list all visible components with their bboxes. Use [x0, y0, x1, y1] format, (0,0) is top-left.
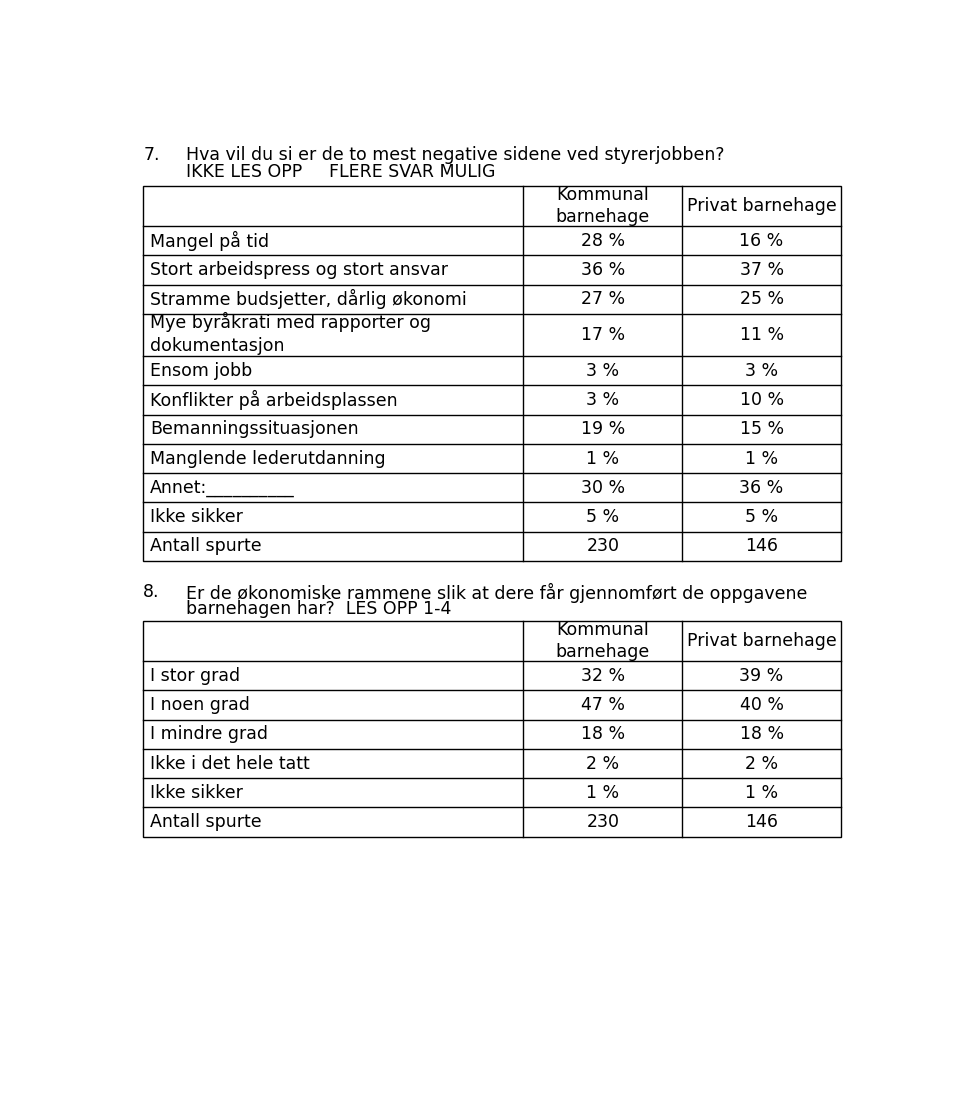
- Text: I noen grad: I noen grad: [150, 696, 251, 715]
- Text: Bemanningssituasjonen: Bemanningssituasjonen: [150, 421, 359, 438]
- Text: Stort arbeidspress og stort ansvar: Stort arbeidspress og stort ansvar: [150, 261, 448, 279]
- Text: 36 %: 36 %: [581, 261, 625, 279]
- Text: 18 %: 18 %: [581, 726, 625, 743]
- Bar: [143, 186, 841, 562]
- Text: 1 %: 1 %: [587, 449, 619, 468]
- Text: 230: 230: [587, 813, 619, 831]
- Text: 5 %: 5 %: [745, 509, 779, 526]
- Text: 1 %: 1 %: [745, 449, 779, 468]
- Text: 47 %: 47 %: [581, 696, 625, 715]
- Text: 3 %: 3 %: [587, 391, 619, 410]
- Text: 2 %: 2 %: [587, 754, 619, 773]
- Text: 40 %: 40 %: [739, 696, 783, 715]
- Text: Antall spurte: Antall spurte: [150, 537, 262, 555]
- Text: 5 %: 5 %: [587, 509, 619, 526]
- Text: 16 %: 16 %: [739, 231, 783, 250]
- Text: Ikke i det hele tatt: Ikke i det hele tatt: [150, 754, 310, 773]
- Text: 230: 230: [587, 537, 619, 555]
- Text: 146: 146: [745, 813, 779, 831]
- Text: I mindre grad: I mindre grad: [150, 726, 268, 743]
- Text: Hva vil du si er de to mest negative sidene ved styrerjobben?: Hva vil du si er de to mest negative sid…: [186, 146, 725, 164]
- Text: 25 %: 25 %: [739, 291, 783, 308]
- Text: 10 %: 10 %: [739, 391, 783, 410]
- Text: Annet:__________: Annet:__________: [150, 479, 295, 497]
- Text: 37 %: 37 %: [739, 261, 783, 279]
- Text: 8.: 8.: [143, 582, 159, 600]
- Text: Er de økonomiske rammene slik at dere får gjennomført de oppgavene: Er de økonomiske rammene slik at dere få…: [186, 582, 807, 602]
- Text: 1 %: 1 %: [745, 784, 779, 802]
- Text: 18 %: 18 %: [739, 726, 783, 743]
- Text: 36 %: 36 %: [739, 479, 783, 497]
- Text: Mangel på tid: Mangel på tid: [150, 230, 270, 251]
- Text: 7.: 7.: [143, 146, 159, 164]
- Text: Kommunal
barnehage: Kommunal barnehage: [556, 186, 650, 226]
- Text: barnehagen har?  LES OPP 1-4: barnehagen har? LES OPP 1-4: [186, 600, 451, 618]
- Text: Ensom jobb: Ensom jobb: [150, 362, 252, 380]
- Text: 15 %: 15 %: [739, 421, 783, 438]
- Text: Manglende lederutdanning: Manglende lederutdanning: [150, 449, 386, 468]
- Text: Kommunal
barnehage: Kommunal barnehage: [556, 621, 650, 662]
- Text: 3 %: 3 %: [587, 362, 619, 380]
- Text: IKKE LES OPP: IKKE LES OPP: [186, 163, 302, 181]
- Text: 30 %: 30 %: [581, 479, 625, 497]
- Text: Ikke sikker: Ikke sikker: [150, 784, 243, 802]
- Text: I stor grad: I stor grad: [150, 667, 240, 685]
- Bar: [143, 621, 841, 837]
- Text: 3 %: 3 %: [745, 362, 779, 380]
- Text: 2 %: 2 %: [745, 754, 779, 773]
- Text: 28 %: 28 %: [581, 231, 625, 250]
- Text: FLERE SVAR MULIG: FLERE SVAR MULIG: [329, 163, 495, 181]
- Text: 11 %: 11 %: [739, 326, 783, 344]
- Text: 39 %: 39 %: [739, 667, 783, 685]
- Text: 27 %: 27 %: [581, 291, 625, 308]
- Text: Privat barnehage: Privat barnehage: [686, 197, 836, 215]
- Text: 1 %: 1 %: [587, 784, 619, 802]
- Text: 32 %: 32 %: [581, 667, 625, 685]
- Text: 19 %: 19 %: [581, 421, 625, 438]
- Text: Konflikter på arbeidsplassen: Konflikter på arbeidsplassen: [150, 390, 397, 410]
- Text: 146: 146: [745, 537, 779, 555]
- Text: Antall spurte: Antall spurte: [150, 813, 262, 831]
- Text: Mye byråkrati med rapporter og
dokumentasjon: Mye byråkrati med rapporter og dokumenta…: [150, 312, 431, 355]
- Text: Ikke sikker: Ikke sikker: [150, 509, 243, 526]
- Text: Privat barnehage: Privat barnehage: [686, 632, 836, 650]
- Text: 17 %: 17 %: [581, 326, 625, 344]
- Text: Stramme budsjetter, dårlig økonomi: Stramme budsjetter, dårlig økonomi: [150, 290, 467, 309]
